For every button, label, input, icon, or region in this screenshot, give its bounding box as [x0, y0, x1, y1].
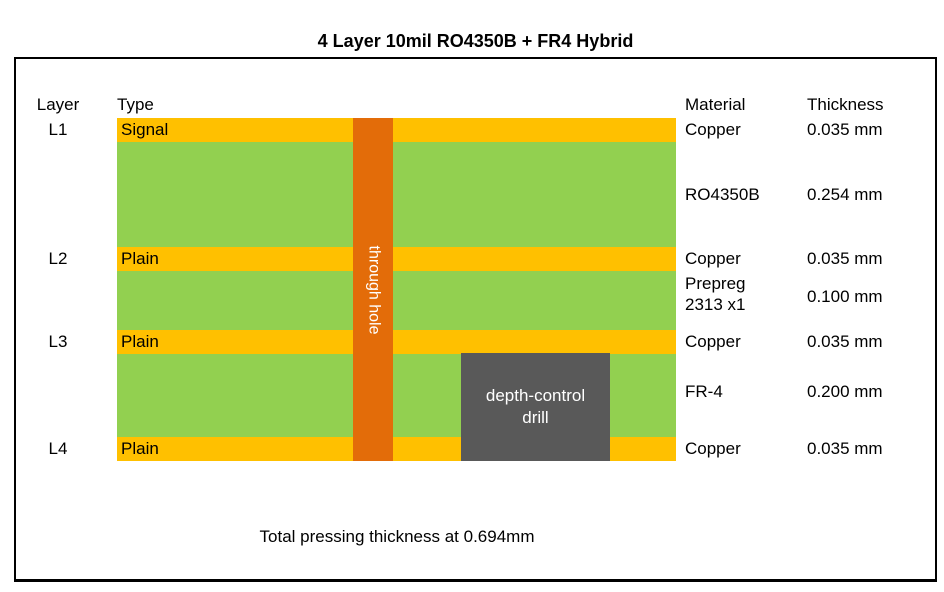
- column-header-thickness: Thickness: [807, 95, 884, 114]
- column-header-material: Material: [685, 95, 746, 114]
- thickness-label-fr4: 0.200 mm: [807, 382, 883, 401]
- layer-type-label-l2: Plain: [121, 249, 159, 268]
- layer-type-label-l4: Plain: [121, 439, 159, 458]
- total-thickness-note: Total pressing thickness at 0.694mm: [259, 527, 535, 546]
- thickness-label-l3: 0.035 mm: [807, 332, 883, 351]
- core-band-prepreg: [117, 271, 676, 330]
- thickness-label-l2: 0.035 mm: [807, 249, 883, 268]
- column-header-type: Type: [117, 95, 154, 114]
- layer-type-label-l1: Signal: [121, 120, 169, 139]
- through-hole-label: through hole: [365, 245, 382, 334]
- through-hole-bar: through hole: [353, 118, 393, 461]
- diagram-title: 4 Layer 10mil RO4350B + FR4 Hybrid: [317, 31, 634, 51]
- thickness-label-ro4350b: 0.254 mm: [807, 185, 883, 204]
- layer-label-l3: L3: [48, 332, 68, 351]
- copper-band-l2: Plain: [117, 247, 676, 271]
- depth-control-drill-label: depth-control drill: [485, 386, 586, 427]
- material-label-ro4350b: RO4350B: [685, 185, 760, 204]
- material-label-fr4: FR-4: [685, 382, 723, 401]
- copper-band-l3: Plain: [117, 330, 676, 354]
- column-header-layer: Layer: [36, 95, 80, 114]
- thickness-label-prepreg: 0.100 mm: [807, 287, 883, 306]
- material-label-l3: Copper: [685, 332, 741, 351]
- depth-control-drill-box: depth-control drill: [461, 353, 610, 461]
- layer-type-label-l3: Plain: [121, 332, 159, 351]
- core-band-ro4350b: [117, 142, 676, 247]
- copper-band-l1: Signal: [117, 118, 676, 142]
- material-label-l4: Copper: [685, 439, 741, 458]
- material-label-l1: Copper: [685, 120, 741, 139]
- thickness-label-l1: 0.035 mm: [807, 120, 883, 139]
- thickness-label-l4: 0.035 mm: [807, 439, 883, 458]
- material-label-prepreg: Prepreg 2313 x1: [685, 274, 746, 314]
- layer-label-l1: L1: [48, 120, 68, 139]
- layer-label-l2: L2: [48, 249, 68, 268]
- layer-label-l4: L4: [48, 439, 68, 458]
- material-label-l2: Copper: [685, 249, 741, 268]
